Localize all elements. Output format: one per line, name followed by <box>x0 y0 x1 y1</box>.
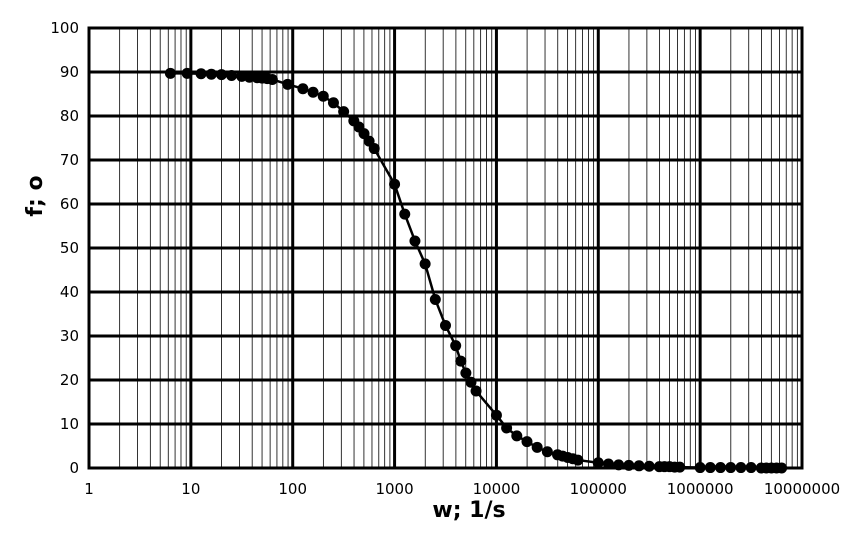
x-tick-label: 10000000 <box>764 480 840 498</box>
data-point <box>317 90 329 102</box>
data-point <box>409 235 421 247</box>
y-tick-label: 100 <box>50 19 79 37</box>
data-point <box>266 73 278 85</box>
y-tick-label: 80 <box>60 107 79 125</box>
data-point <box>195 68 207 80</box>
y-tick-label: 60 <box>60 195 79 213</box>
data-point <box>725 462 737 474</box>
data-point <box>592 457 604 469</box>
data-point <box>572 454 584 466</box>
major-gridlines <box>87 26 804 470</box>
data-point <box>501 422 513 434</box>
data-point <box>307 86 319 98</box>
data-point <box>531 441 543 453</box>
data-point <box>633 460 645 472</box>
x-tick-label: 10000 <box>473 480 521 498</box>
data-point <box>745 462 757 474</box>
data-series <box>164 67 788 474</box>
data-point <box>282 78 294 90</box>
data-point <box>368 143 380 155</box>
x-tick-label: 1 <box>84 480 94 498</box>
data-point <box>455 355 467 367</box>
data-point <box>205 68 217 80</box>
data-point <box>470 385 482 397</box>
data-point <box>181 67 193 79</box>
data-point <box>429 293 441 305</box>
data-point <box>338 106 350 118</box>
y-tick-label: 70 <box>60 151 79 169</box>
data-point <box>399 208 411 220</box>
x-tick-label: 1000 <box>375 480 413 498</box>
y-tick-labels: 0 10 20 30 40 50 60 70 80 90 100 <box>50 19 79 477</box>
data-point <box>704 462 716 474</box>
data-point <box>623 459 635 471</box>
y-tick-label: 10 <box>60 415 79 433</box>
data-point <box>541 446 553 458</box>
y-tick-label: 20 <box>60 371 79 389</box>
data-point <box>327 97 339 109</box>
data-point <box>613 459 625 471</box>
x-tick-label: 10 <box>181 480 200 498</box>
data-point <box>490 409 502 421</box>
y-tick-label: 40 <box>60 283 79 301</box>
y-tick-label: 0 <box>69 459 79 477</box>
data-point <box>643 460 655 472</box>
data-point <box>450 340 462 352</box>
y-tick-label: 30 <box>60 327 79 345</box>
data-point <box>602 458 614 470</box>
x-tick-label: 100 <box>278 480 307 498</box>
data-point <box>735 462 747 474</box>
data-point <box>715 462 727 474</box>
data-point <box>297 83 309 95</box>
data-point <box>419 258 431 270</box>
x-tick-labels: 1 10 100 1000 10000 100000 1000000 10000000 <box>84 480 840 498</box>
data-point <box>439 319 451 331</box>
data-point <box>521 436 533 448</box>
y-tick-label: 90 <box>60 63 79 81</box>
data-point <box>465 376 477 388</box>
data-point <box>460 367 472 379</box>
data-point <box>164 67 176 79</box>
y-axis-title: f; o <box>23 175 48 216</box>
data-point <box>674 461 686 473</box>
x-tick-label: 100000 <box>570 480 627 498</box>
data-point <box>776 462 788 474</box>
x-tick-label: 1000000 <box>667 480 734 498</box>
data-point <box>389 178 401 190</box>
data-point <box>226 70 238 82</box>
data-point <box>216 69 228 81</box>
data-point <box>694 462 706 474</box>
y-tick-label: 50 <box>60 239 79 257</box>
data-point <box>511 430 523 442</box>
plot-frame <box>87 26 804 470</box>
x-axis-title: w; 1/s <box>432 498 505 523</box>
